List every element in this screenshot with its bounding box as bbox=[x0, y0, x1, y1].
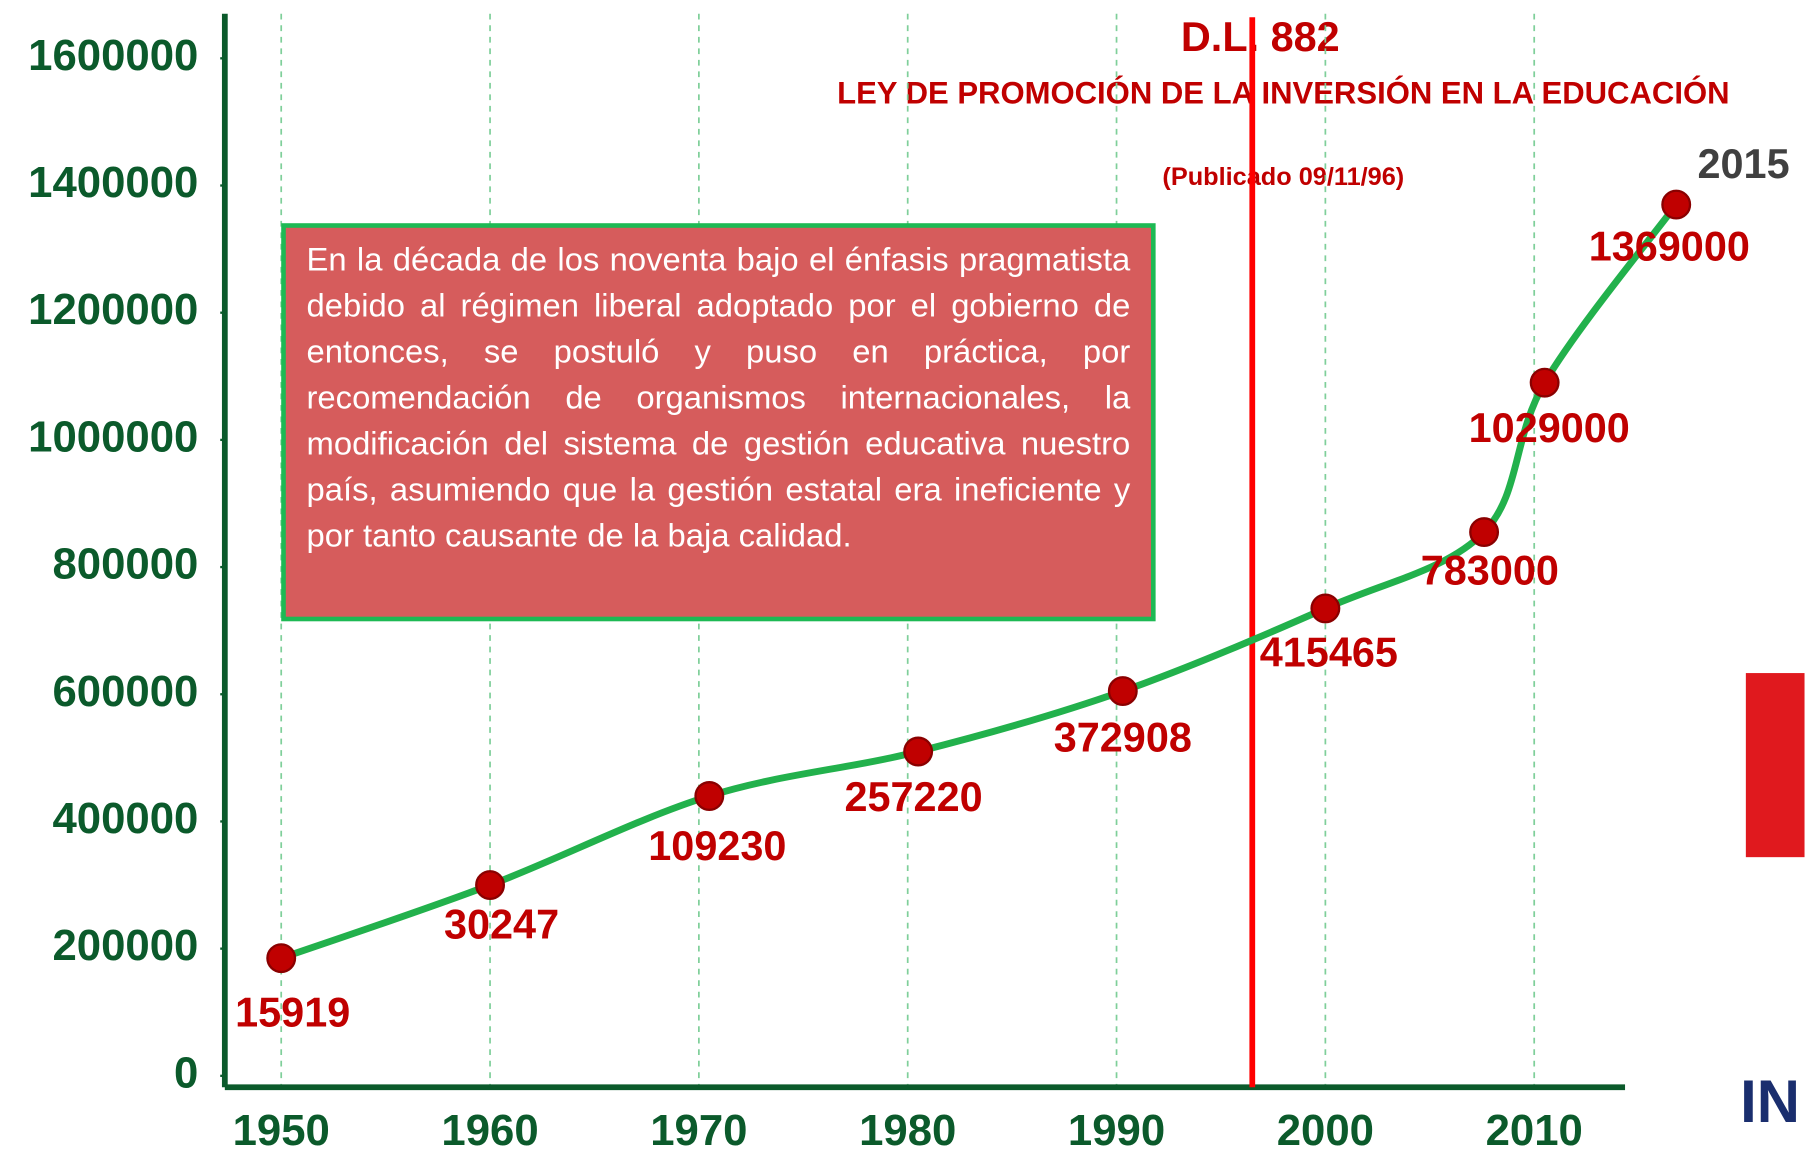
chart-subtitle: LEY DE PROMOCIÓN DE LA INVERSIÓN EN LA E… bbox=[837, 75, 1729, 111]
side-decoration bbox=[1745, 673, 1805, 858]
y-tick-label: 600000 bbox=[52, 667, 198, 716]
y-tick-label: 1200000 bbox=[28, 285, 198, 334]
y-tick-label: 1400000 bbox=[28, 158, 198, 207]
point bbox=[1469, 517, 1500, 548]
point bbox=[903, 736, 934, 767]
y-tick-label: 0 bbox=[174, 1048, 198, 1097]
point bbox=[475, 870, 506, 900]
x-tick-label: 1980 bbox=[859, 1106, 956, 1154]
point-label: 783000 bbox=[1421, 547, 1559, 593]
point bbox=[1310, 593, 1341, 624]
y-tick-label: 1600000 bbox=[28, 31, 198, 80]
point bbox=[694, 781, 725, 811]
x-tick-label: 2000 bbox=[1277, 1106, 1374, 1154]
y-tick-label: 1000000 bbox=[28, 412, 198, 461]
y-tick-label: 800000 bbox=[52, 540, 198, 589]
note: (Publicado 09/11/96) bbox=[1162, 163, 1404, 191]
point bbox=[1529, 367, 1560, 398]
y-tick-label: 400000 bbox=[52, 794, 198, 843]
point-label: 1369000 bbox=[1589, 223, 1750, 269]
point bbox=[1107, 676, 1138, 707]
x-tick-label: 1990 bbox=[1068, 1106, 1165, 1154]
point-label: 257220 bbox=[844, 774, 982, 820]
point-label: 30247 bbox=[444, 902, 559, 948]
point bbox=[266, 943, 297, 974]
end-label: 2015 bbox=[1697, 141, 1789, 187]
overlay: 15919 30247 109230 257220 372908 415465 783000… bbox=[235, 17, 1750, 1088]
point-label: 415465 bbox=[1260, 630, 1398, 676]
point-label: 1029000 bbox=[1469, 405, 1630, 451]
x-tick-label: 1970 bbox=[650, 1106, 747, 1154]
text-box-content: En la década de los noventa bajo el énfa… bbox=[306, 241, 1131, 555]
point-label: 372908 bbox=[1054, 714, 1192, 760]
point-label: 15919 bbox=[235, 990, 350, 1036]
text-box bbox=[281, 223, 1156, 622]
point-label: 109230 bbox=[648, 823, 786, 869]
text-box-text: En la década de los noventa bajo el énfa… bbox=[306, 241, 1131, 555]
plot: 1950 1960 1970 1980 1990 2000 2010 0 200000 40000… bbox=[28, 13, 1626, 1155]
logo-text: IN bbox=[1740, 1068, 1800, 1135]
x-tick-label: 1960 bbox=[441, 1106, 538, 1154]
chart-title: D.L. 882 bbox=[1181, 14, 1340, 60]
point bbox=[1661, 189, 1692, 220]
x-tick-label: 1950 bbox=[233, 1106, 330, 1154]
y-tick-label: 200000 bbox=[52, 921, 198, 970]
x-tick-label: 2010 bbox=[1486, 1106, 1583, 1154]
